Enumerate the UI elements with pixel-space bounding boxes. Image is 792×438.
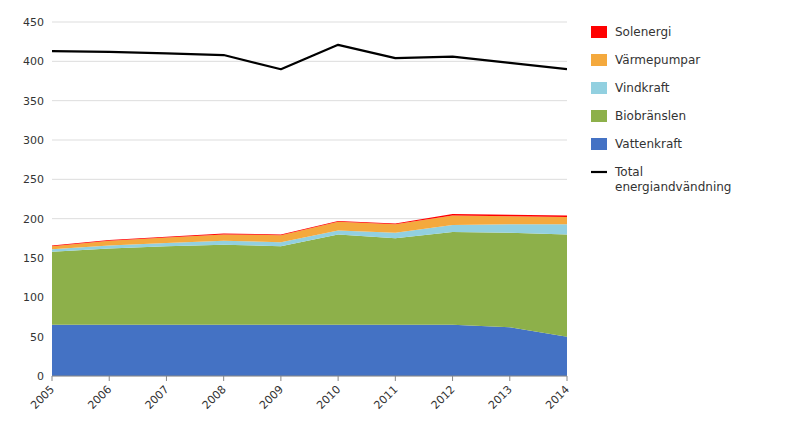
legend-label-line: Vindkraft bbox=[615, 81, 670, 95]
x-tick bbox=[452, 376, 453, 381]
legend-label-line: energiandvändning bbox=[615, 180, 731, 194]
y-tick-label: 350 bbox=[23, 95, 44, 108]
x-tick-label: 2010 bbox=[314, 383, 343, 412]
y-tick-label: 0 bbox=[37, 370, 44, 383]
y-tick-label: 300 bbox=[23, 134, 44, 147]
legend-swatch bbox=[591, 171, 607, 173]
x-tick bbox=[109, 376, 110, 381]
y-tick-label: 100 bbox=[23, 291, 44, 304]
x-tick bbox=[166, 376, 167, 381]
legend-label: Värmepumpar bbox=[615, 53, 700, 67]
x-tick-label: 2005 bbox=[28, 383, 57, 412]
x-tick-label: 2014 bbox=[543, 383, 572, 412]
x-tick bbox=[567, 376, 568, 381]
x-tick bbox=[395, 376, 396, 381]
y-tick-label: 250 bbox=[23, 173, 44, 186]
grid-line bbox=[52, 179, 567, 180]
y-tick-label: 50 bbox=[30, 331, 44, 344]
grid-line bbox=[52, 22, 567, 23]
legend-swatch bbox=[591, 26, 607, 38]
legend-label-line: Total bbox=[614, 165, 643, 179]
x-tick bbox=[338, 376, 339, 381]
legend: Solenergi Värmepumpar Vindkraft Biobränslen… bbox=[591, 25, 731, 194]
x-tick-label: 2009 bbox=[257, 383, 286, 412]
legend-swatch bbox=[591, 54, 607, 66]
legend-swatch bbox=[591, 82, 607, 94]
marks bbox=[52, 45, 567, 376]
legend-label-line: Solenergi bbox=[615, 25, 671, 39]
chart: 0 50 100 150 200 250 300 350 400 450 2005 2006 2007 2… bbox=[0, 0, 792, 438]
legend-swatch bbox=[591, 110, 607, 122]
y-tick-label: 200 bbox=[23, 213, 44, 226]
grid-line bbox=[52, 100, 567, 101]
area bbox=[52, 214, 567, 246]
x-tick-label: 2012 bbox=[429, 383, 458, 412]
legend-label-line: Vattenkraft bbox=[615, 137, 682, 151]
x-tick-label: 2006 bbox=[85, 383, 114, 412]
legend-label-line: Värmepumpar bbox=[615, 53, 700, 67]
x-tick-label: 2013 bbox=[486, 383, 515, 412]
x-tick bbox=[509, 376, 510, 381]
legend-label-line: Biobränslen bbox=[615, 109, 686, 123]
x-tick bbox=[52, 376, 53, 381]
grid-line bbox=[52, 140, 567, 141]
area bbox=[52, 216, 567, 250]
y-tick-label: 450 bbox=[23, 16, 44, 29]
x-axis-line bbox=[52, 376, 567, 377]
area bbox=[52, 232, 567, 337]
area bbox=[52, 325, 567, 376]
x-tick-label: 2011 bbox=[371, 383, 400, 412]
legend-label: Vattenkraft bbox=[615, 137, 682, 151]
legend-label: Biobränslen bbox=[615, 109, 686, 123]
x-tick bbox=[223, 376, 224, 381]
x-tick-label: 2007 bbox=[143, 383, 172, 412]
legend-label: Solenergi bbox=[615, 25, 671, 39]
y-tick-label: 400 bbox=[23, 55, 44, 68]
grid bbox=[52, 22, 567, 376]
legend-label: Totalenergiandvändning bbox=[614, 165, 731, 194]
x-tick-label: 2008 bbox=[200, 383, 229, 412]
legend-swatch bbox=[591, 138, 607, 150]
legend-label: Vindkraft bbox=[615, 81, 670, 95]
y-tick-label: 150 bbox=[23, 252, 44, 265]
grid-line bbox=[52, 376, 567, 377]
line bbox=[52, 45, 567, 69]
x-tick bbox=[280, 376, 281, 381]
